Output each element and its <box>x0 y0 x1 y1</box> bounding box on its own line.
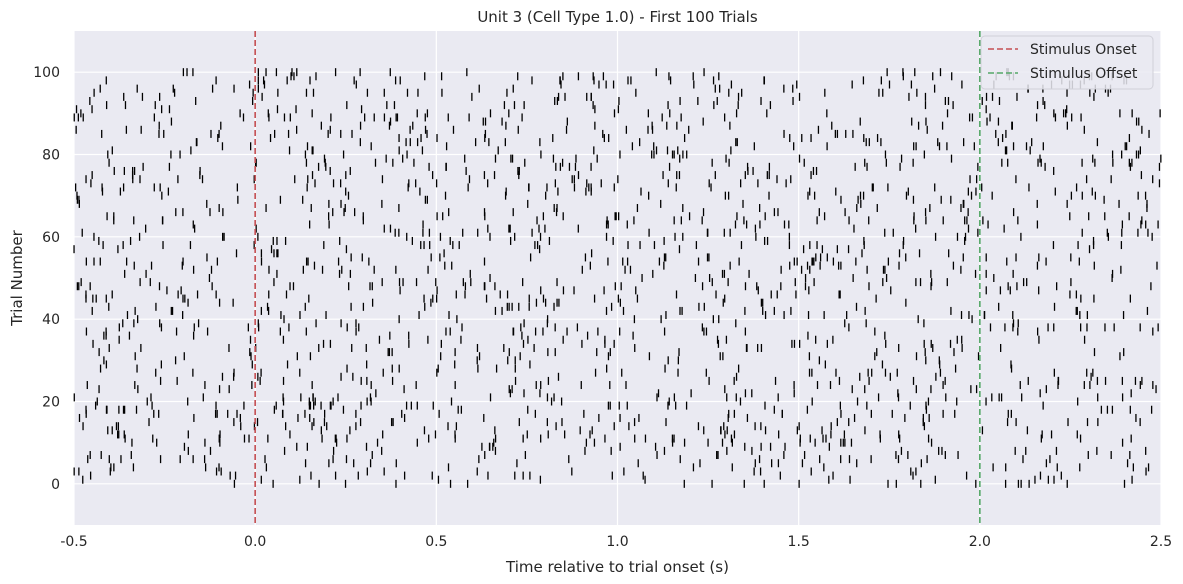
x-tick-label: 2.5 <box>1150 534 1172 550</box>
x-tick-label: 0.5 <box>425 534 447 550</box>
y-tick-label: 20 <box>42 395 60 411</box>
legend: Stimulus Onset Stimulus Offset <box>980 35 1154 90</box>
y-tick-label: 0 <box>51 477 60 493</box>
y-tick-label: 100 <box>33 65 60 81</box>
legend-box <box>980 35 1154 90</box>
y-tick-label: 60 <box>42 230 60 246</box>
y-tick-label: 40 <box>42 312 60 328</box>
x-tick-label: 0.0 <box>244 534 266 550</box>
spike-raster <box>73 68 1162 488</box>
y-tick-label: 80 <box>42 148 60 164</box>
y-tick-labels: 0 20 40 60 80 100 <box>33 65 60 493</box>
x-tick-label: -0.5 <box>60 534 87 550</box>
x-tick-label: 1.0 <box>606 534 628 550</box>
x-tick-label: 2.0 <box>969 534 991 550</box>
reference-lines <box>254 31 981 525</box>
y-axis-label: Trial Number <box>8 229 26 327</box>
x-tick-label: 1.5 <box>788 534 810 550</box>
x-tick-labels: -0.5 0.0 0.5 1.0 1.5 2.0 2.5 <box>60 534 1172 550</box>
x-axis-label: Time relative to trial onset (s) <box>505 558 729 576</box>
chart-title: Unit 3 (Cell Type 1.0) - First 100 Trial… <box>477 8 758 26</box>
legend-onset-label: Stimulus Onset <box>1030 42 1137 58</box>
legend-offset-label: Stimulus Offset <box>1030 66 1138 82</box>
